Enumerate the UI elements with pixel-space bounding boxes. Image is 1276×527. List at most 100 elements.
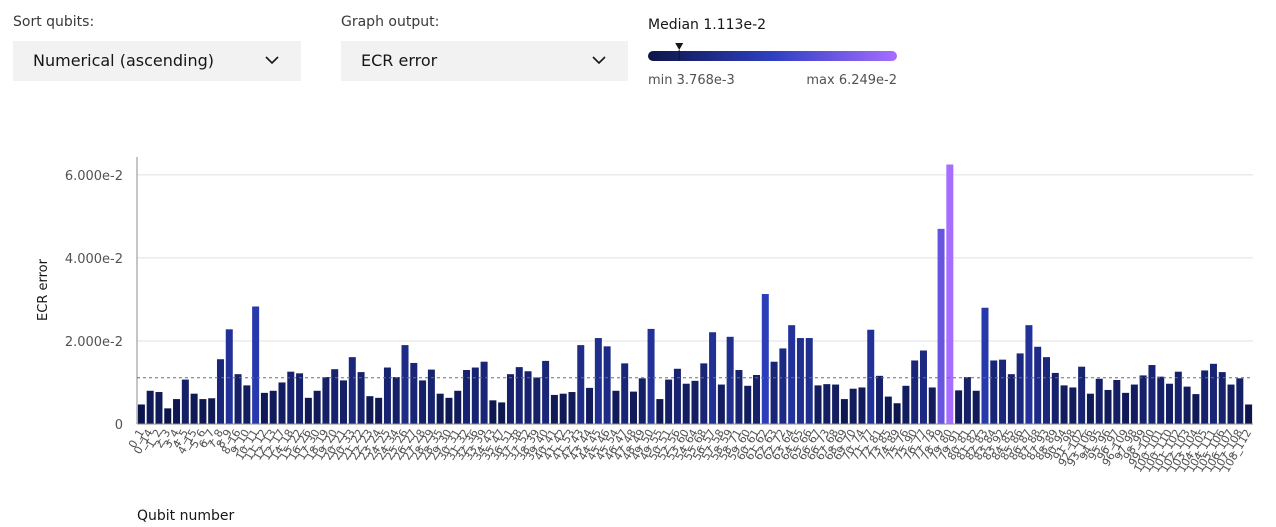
bar (375, 397, 383, 424)
bar (1201, 370, 1209, 424)
bar (234, 374, 242, 424)
bar (840, 399, 848, 424)
bar (1069, 387, 1077, 424)
bar (709, 332, 717, 424)
bar (190, 393, 198, 424)
bar (515, 367, 523, 424)
bar (700, 363, 708, 424)
bar (454, 390, 462, 424)
y-tick-label: 2.000e-2 (65, 335, 123, 350)
bar (814, 385, 822, 424)
bar (1130, 384, 1138, 424)
bar (568, 392, 576, 424)
bar (621, 363, 629, 424)
median-legend: Median 1.113e-2 (648, 17, 766, 33)
bar (682, 383, 690, 424)
bar (269, 390, 277, 424)
y-tick-label: 6.000e-2 (65, 169, 123, 184)
bar (304, 397, 312, 424)
bar (410, 362, 418, 424)
bar (331, 369, 339, 424)
bar (928, 387, 936, 424)
bar (278, 382, 286, 424)
sort-dropdown[interactable]: Numerical (ascending) (13, 41, 301, 81)
y-tick-label: 0 (115, 418, 123, 433)
bar (1016, 353, 1024, 424)
bar (1157, 376, 1165, 424)
bar (506, 374, 514, 424)
bar (1113, 379, 1121, 424)
bar (252, 306, 260, 424)
median-label: Median (648, 17, 699, 33)
bar (1174, 371, 1182, 424)
bar (586, 387, 594, 424)
min-legend: min 3.768e-3 (648, 73, 735, 88)
bar (1051, 372, 1059, 424)
bar (612, 390, 620, 424)
bar (937, 228, 945, 424)
bar (427, 369, 435, 424)
bar (717, 384, 725, 424)
bar (463, 370, 471, 424)
bar (199, 399, 207, 424)
bar (225, 329, 233, 424)
bar (401, 345, 409, 424)
max-legend: max 6.249e-2 (806, 73, 897, 88)
bar (419, 380, 427, 424)
bar (436, 393, 444, 424)
bar (919, 350, 927, 424)
bar (858, 387, 866, 424)
output-label: Graph output: (341, 14, 440, 30)
bar (796, 338, 804, 424)
bar (1078, 366, 1086, 424)
bar (383, 367, 391, 424)
bar (788, 325, 796, 424)
bar (146, 390, 154, 424)
bar (726, 336, 734, 424)
bar (1095, 378, 1103, 424)
bar (638, 378, 646, 424)
bar (911, 360, 919, 424)
bar (137, 404, 145, 424)
bar (357, 372, 365, 424)
bar (1025, 325, 1033, 424)
bar (340, 380, 348, 424)
bar (955, 390, 963, 424)
bar (963, 377, 971, 424)
bar (313, 390, 321, 424)
bar (946, 164, 954, 424)
bar (876, 375, 884, 424)
bar (603, 346, 611, 424)
bar (542, 360, 550, 424)
bar (832, 384, 840, 424)
bar (322, 377, 330, 424)
bar (216, 359, 224, 424)
sort-label: Sort qubits: (13, 14, 95, 30)
max-label: max (806, 73, 835, 88)
output-dropdown[interactable]: ECR error (341, 41, 628, 81)
bar (902, 385, 910, 424)
bar (770, 361, 778, 424)
bar (164, 408, 172, 424)
bar (893, 403, 901, 424)
bar (823, 384, 831, 424)
bar (665, 379, 673, 424)
bar (1148, 365, 1156, 424)
min-label: min (648, 73, 673, 88)
bar (550, 394, 558, 424)
bar (867, 329, 875, 424)
bar (779, 348, 787, 424)
bar (1139, 375, 1147, 424)
bar (990, 360, 998, 424)
bar (498, 402, 506, 424)
bar (155, 392, 163, 424)
bar (1236, 378, 1244, 424)
median-value: 1.113e-2 (703, 17, 766, 33)
bar (173, 399, 181, 424)
median-marker (675, 43, 684, 50)
bar (761, 294, 769, 424)
bar (744, 385, 752, 424)
bar (208, 398, 216, 424)
